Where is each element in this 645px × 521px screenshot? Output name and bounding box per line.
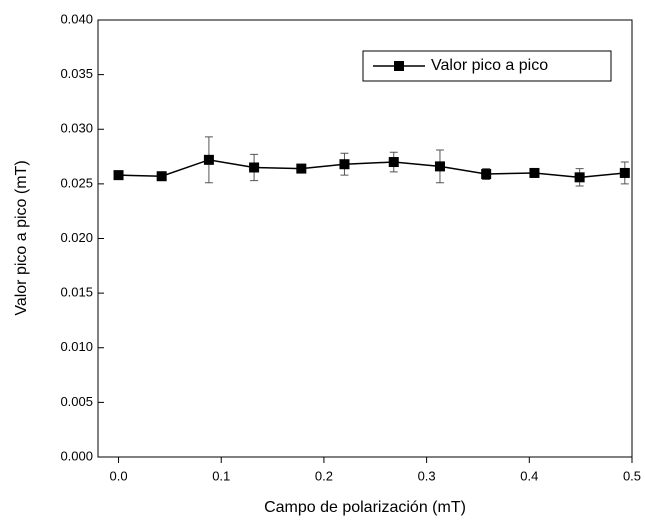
y-axis-label: Valor pico a pico (mT) bbox=[13, 160, 30, 315]
y-tick-label: 0.010 bbox=[60, 339, 93, 354]
y-tick-label: 0.035 bbox=[60, 66, 93, 81]
x-tick-label: 0.4 bbox=[520, 468, 538, 483]
marker bbox=[619, 167, 630, 178]
legend-label: Valor pico a pico bbox=[431, 57, 548, 74]
y-tick-label: 0.005 bbox=[60, 394, 93, 409]
y-tick-label: 0.015 bbox=[60, 285, 93, 300]
marker bbox=[296, 163, 307, 174]
y-tick-label: 0.025 bbox=[60, 175, 93, 190]
y-tick-label: 0.030 bbox=[60, 121, 93, 136]
marker bbox=[481, 169, 492, 180]
marker bbox=[203, 154, 214, 165]
marker bbox=[574, 172, 585, 183]
marker bbox=[113, 170, 124, 181]
x-tick-label: 0.2 bbox=[315, 468, 333, 483]
x-tick-label: 0.1 bbox=[212, 468, 230, 483]
plot-frame bbox=[97, 19, 633, 458]
marker bbox=[249, 162, 260, 173]
marker bbox=[339, 159, 350, 170]
x-tick-label: 0.5 bbox=[623, 468, 641, 483]
marker bbox=[529, 167, 540, 178]
y-tick-label: 0.020 bbox=[60, 230, 93, 245]
marker bbox=[434, 161, 445, 172]
x-tick-label: 0.3 bbox=[418, 468, 436, 483]
series-line bbox=[118, 159, 625, 179]
x-tick-label: 0.0 bbox=[109, 468, 127, 483]
y-tick-label: 0.000 bbox=[60, 448, 93, 463]
marker bbox=[156, 171, 167, 182]
x-axis-label: Campo de polarización (mT) bbox=[264, 499, 466, 516]
legend-marker bbox=[394, 61, 404, 71]
y-tick-label: 0.040 bbox=[60, 11, 93, 26]
marker bbox=[388, 157, 399, 168]
